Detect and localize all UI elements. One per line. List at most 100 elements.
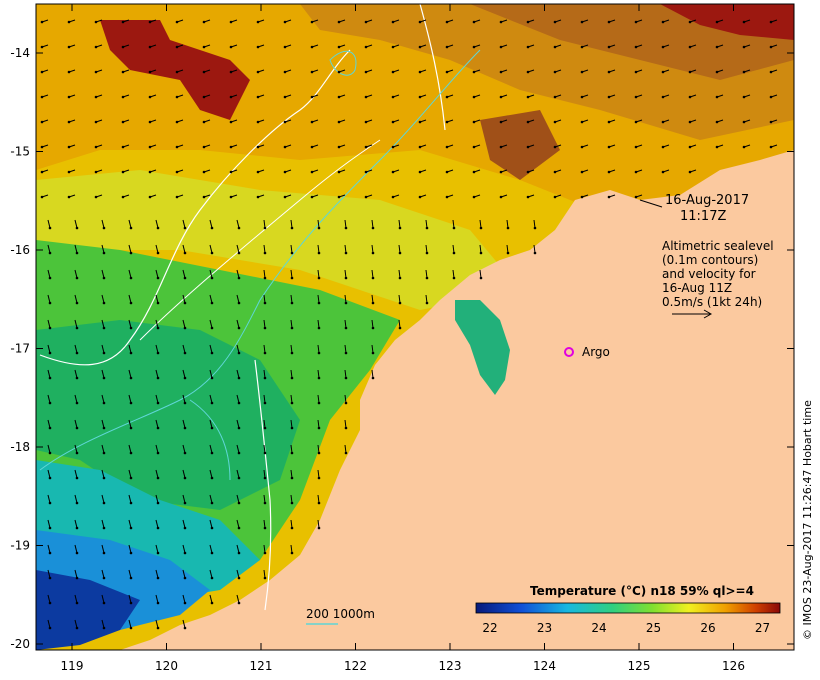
velocity-arrow-head — [742, 70, 746, 74]
velocity-arrow — [263, 244, 266, 254]
velocity-arrow-head — [175, 95, 179, 99]
velocity-arrow — [128, 219, 132, 229]
velocity-arrow-head — [634, 170, 638, 174]
velocity-arrow-head — [391, 20, 395, 24]
velocity-arrow-head — [183, 376, 187, 380]
velocity-arrow-head — [237, 226, 241, 230]
velocity-arrow — [344, 219, 347, 229]
velocity-arrow — [74, 594, 78, 604]
velocity-arrow-head — [129, 501, 133, 505]
velocity-arrow-head — [472, 145, 476, 149]
velocity-arrow-head — [148, 120, 152, 124]
velocity-arrow-head — [479, 276, 483, 280]
velocity-arrow — [290, 219, 293, 229]
velocity-arrow-head — [67, 120, 71, 124]
velocity-arrow-head — [48, 626, 52, 630]
velocity-arrow — [344, 269, 347, 279]
velocity-arrow-head — [121, 170, 125, 174]
velocity-arrow — [101, 594, 105, 604]
velocity-arrow-head — [75, 401, 79, 405]
velocity-arrow-head — [472, 70, 476, 74]
velocity-arrow-head — [102, 451, 106, 455]
velocity-arrow — [236, 369, 240, 379]
velocity-arrow-head — [129, 401, 133, 405]
velocity-arrow — [128, 269, 132, 279]
colorbar-tick-label: 24 — [591, 621, 606, 635]
velocity-arrow-head — [175, 195, 179, 199]
velocity-arrow — [263, 394, 266, 404]
velocity-arrow-head — [580, 195, 584, 199]
velocity-arrow-head — [337, 195, 341, 199]
velocity-arrow-head — [290, 276, 294, 280]
velocity-arrow — [290, 544, 293, 554]
colorbar-tick-label: 26 — [700, 621, 715, 635]
velocity-arrow-head — [237, 276, 241, 280]
velocity-arrow-head — [256, 120, 260, 124]
velocity-arrow-head — [67, 20, 71, 24]
velocity-arrow — [74, 619, 78, 629]
velocity-arrow — [74, 369, 78, 379]
velocity-arrow-head — [75, 376, 79, 380]
velocity-arrow — [398, 269, 401, 279]
velocity-arrow-head — [317, 376, 321, 380]
velocity-arrow-head — [425, 301, 429, 305]
velocity-arrow-head — [263, 401, 267, 405]
velocity-arrow-head — [210, 226, 214, 230]
velocity-arrow-head — [121, 45, 125, 49]
velocity-arrow — [236, 244, 240, 254]
velocity-arrow-head — [445, 45, 449, 49]
velocity-arrow-head — [102, 226, 106, 230]
velocity-arrow-head — [580, 145, 584, 149]
velocity-arrow-head — [75, 501, 79, 505]
time-label: 11:17Z — [680, 209, 726, 224]
velocity-arrow-head — [75, 601, 79, 605]
velocity-arrow — [236, 544, 240, 554]
velocity-arrow — [128, 294, 132, 304]
velocity-arrow-head — [553, 95, 557, 99]
velocity-arrow-head — [183, 451, 187, 455]
velocity-arrow — [236, 419, 240, 429]
velocity-arrow-head — [175, 120, 179, 124]
velocity-arrow-head — [129, 476, 133, 480]
velocity-arrow-head — [183, 501, 187, 505]
velocity-arrow-head — [499, 20, 503, 24]
velocity-arrow — [317, 319, 320, 329]
velocity-arrow — [47, 444, 51, 454]
velocity-arrow-head — [156, 376, 160, 380]
velocity-arrow-head — [48, 301, 52, 305]
velocity-arrow — [236, 519, 240, 529]
velocity-arrow — [263, 569, 266, 579]
velocity-arrow — [236, 294, 240, 304]
velocity-arrow-head — [364, 145, 368, 149]
velocity-arrow — [155, 344, 159, 354]
velocity-arrow-head — [183, 351, 187, 355]
velocity-arrow-head — [75, 626, 79, 630]
velocity-arrow-head — [256, 145, 260, 149]
velocity-arrow-head — [580, 170, 584, 174]
velocity-arrow — [155, 544, 159, 554]
velocity-arrow-head — [183, 226, 187, 230]
velocity-arrow-head — [183, 326, 187, 330]
date-pointer — [639, 199, 663, 208]
velocity-arrow-head — [452, 276, 456, 280]
velocity-arrow — [263, 494, 266, 504]
velocity-arrow-head — [237, 401, 241, 405]
velocity-arrow-head — [129, 251, 133, 255]
velocity-arrow-head — [102, 426, 106, 430]
velocity-arrow-head — [75, 576, 79, 580]
velocity-arrow-head — [48, 376, 52, 380]
velocity-arrow — [263, 369, 266, 379]
velocity-arrow-head — [526, 195, 530, 199]
velocity-arrow-head — [425, 226, 429, 230]
velocity-arrow-head — [40, 170, 44, 174]
velocity-arrow-head — [310, 20, 314, 24]
velocity-arrow-head — [391, 120, 395, 124]
velocity-arrow — [236, 319, 240, 329]
velocity-arrow-head — [48, 426, 52, 430]
velocity-arrow — [155, 244, 159, 254]
velocity-arrow-head — [156, 251, 160, 255]
velocity-arrow-head — [364, 170, 368, 174]
velocity-arrow — [101, 619, 105, 629]
velocity-arrow-head — [94, 45, 98, 49]
velocity-arrow-head — [688, 120, 692, 124]
